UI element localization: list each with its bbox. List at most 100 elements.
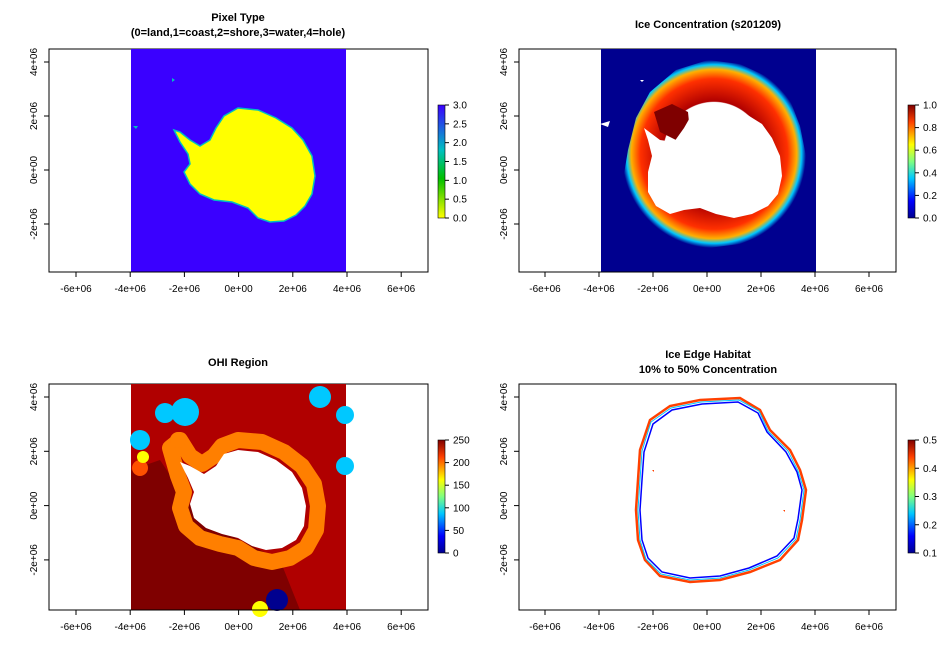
y-tick-label: 0e+00 bbox=[499, 156, 510, 185]
antarctica-hole bbox=[644, 104, 782, 218]
axis-ticks: -6e+06 -4e+06 -2e+06 0e+00 2e+06 4e+06 6e+06 4e… bbox=[29, 48, 937, 633]
ice-edge-dots bbox=[652, 470, 785, 512]
colorbar-tick-label: 3.0 bbox=[453, 101, 467, 112]
y-tick-label: 2e+06 bbox=[29, 437, 40, 466]
y-tick-label: -2e+06 bbox=[29, 208, 40, 240]
region-yellow-circle bbox=[137, 451, 149, 463]
colorbar-tick-label: 1.0 bbox=[453, 176, 467, 187]
colorbar-tick-label: 2.5 bbox=[453, 119, 467, 130]
y-tick-label: -2e+06 bbox=[499, 544, 510, 576]
region-navy-circle bbox=[266, 589, 288, 611]
x-tick-label: 4e+06 bbox=[333, 622, 362, 633]
x-tick-label: 0e+00 bbox=[693, 284, 722, 295]
y-tick-label: 0e+00 bbox=[29, 491, 40, 520]
region-cyan-circle bbox=[171, 398, 199, 426]
colorbar-tick-label: 0.0 bbox=[923, 214, 937, 225]
ice-edge-outer bbox=[634, 396, 808, 584]
region-orange-circle bbox=[132, 460, 148, 476]
antarctica-hole bbox=[180, 450, 306, 550]
x-tick-label: 0e+00 bbox=[225, 284, 254, 295]
colorbar bbox=[907, 104, 916, 219]
colorbar-tick-label: 0 bbox=[453, 549, 459, 560]
colorbar bbox=[437, 439, 446, 554]
colorbar-tick-label: 0.4 bbox=[923, 464, 937, 475]
panel-pixel-type-title-line1: Pixel Type bbox=[211, 12, 265, 24]
colorbar bbox=[437, 104, 446, 219]
x-tick-label: -6e+06 bbox=[529, 284, 561, 295]
region-cyan-circle bbox=[336, 457, 354, 475]
colorbar-tick-label: 0.8 bbox=[923, 123, 937, 134]
x-tick-label: -4e+06 bbox=[114, 284, 146, 295]
x-tick-label: 2e+06 bbox=[747, 284, 776, 295]
region-cyan-circle bbox=[130, 430, 150, 450]
x-tick-label: 2e+06 bbox=[279, 284, 308, 295]
y-tick-label: 4e+06 bbox=[499, 48, 510, 77]
region-cyan-circle bbox=[309, 386, 331, 408]
x-tick-label: -6e+06 bbox=[60, 622, 92, 633]
x-tick-label: -6e+06 bbox=[529, 622, 561, 633]
y-tick-label: 2e+06 bbox=[499, 437, 510, 466]
y-tick-label: 4e+06 bbox=[499, 383, 510, 412]
panel-ohi-region: OHI Region bbox=[48, 357, 446, 617]
colorbar-tick-label: 0.5 bbox=[453, 195, 467, 206]
panel-ohi-region-title: OHI Region bbox=[208, 357, 268, 369]
x-tick-label: -4e+06 bbox=[583, 622, 615, 633]
x-tick-label: 6e+06 bbox=[387, 284, 416, 295]
x-tick-label: -2e+06 bbox=[637, 284, 669, 295]
ice-edge-middle bbox=[637, 399, 805, 581]
region-yellow-circle bbox=[252, 601, 268, 617]
colorbar-tick-label: 0.6 bbox=[923, 146, 937, 157]
colorbar-tick-label: 0.2 bbox=[923, 191, 937, 202]
colorbar-tick-label: 2.0 bbox=[453, 138, 467, 149]
y-tick-label: 4e+06 bbox=[29, 383, 40, 412]
x-tick-label: 2e+06 bbox=[747, 622, 776, 633]
colorbar-tick-label: 150 bbox=[453, 481, 470, 492]
x-tick-label: -2e+06 bbox=[637, 622, 669, 633]
region-cyan-circle bbox=[336, 406, 354, 424]
ice-dark-patch bbox=[654, 104, 690, 140]
colorbar-tick-label: 100 bbox=[453, 503, 470, 514]
y-tick-label: 0e+00 bbox=[29, 156, 40, 185]
x-tick-label: 2e+06 bbox=[279, 622, 308, 633]
colorbar-tick-label: 0.5 bbox=[923, 436, 937, 447]
panel-pixel-type: Pixel Type (0=land,1=coast,2=shore,3=wat… bbox=[48, 12, 446, 273]
region-orange-ring bbox=[162, 432, 326, 570]
x-tick-label: 0e+00 bbox=[693, 622, 722, 633]
panel-ice-edge-habitat: Ice Edge Habitat 10% to 50% Concentratio… bbox=[518, 349, 916, 611]
x-tick-label: 6e+06 bbox=[855, 622, 884, 633]
panel-ice-edge-title-line2: 10% to 50% Concentration bbox=[639, 364, 777, 376]
panel-ice-concentration: Ice Concentration (s201209) bbox=[518, 19, 916, 273]
region-cyan-circle bbox=[155, 403, 175, 423]
region-orange-circle bbox=[170, 432, 186, 448]
panel-ice-concentration-title: Ice Concentration (s201209) bbox=[635, 19, 781, 31]
colorbar bbox=[907, 439, 916, 554]
x-tick-label: 0e+00 bbox=[225, 622, 254, 633]
colorbar-tick-label: 0.0 bbox=[453, 214, 467, 225]
y-tick-label: -2e+06 bbox=[29, 544, 40, 576]
x-tick-label: -2e+06 bbox=[169, 622, 201, 633]
x-tick-label: -4e+06 bbox=[114, 622, 146, 633]
colorbar-tick-label: 0.2 bbox=[923, 520, 937, 531]
x-tick-label: -6e+06 bbox=[60, 284, 92, 295]
colorbar-tick-label: 0.1 bbox=[923, 549, 937, 560]
y-tick-label: 2e+06 bbox=[29, 102, 40, 131]
colorbar-tick-label: 200 bbox=[453, 458, 470, 469]
colorbar-tick-label: 1.5 bbox=[453, 157, 467, 168]
colorbar-tick-label: 0.4 bbox=[923, 168, 937, 179]
x-tick-label: 6e+06 bbox=[387, 622, 416, 633]
y-tick-label: 0e+00 bbox=[499, 491, 510, 520]
x-tick-label: -2e+06 bbox=[169, 284, 201, 295]
x-tick-label: 6e+06 bbox=[855, 284, 884, 295]
y-tick-label: -2e+06 bbox=[499, 208, 510, 240]
x-tick-label: -4e+06 bbox=[583, 284, 615, 295]
x-tick-label: 4e+06 bbox=[801, 622, 830, 633]
colorbar-tick-label: 0.3 bbox=[923, 492, 937, 503]
colorbar-tick-label: 50 bbox=[453, 526, 465, 537]
antarctica-land bbox=[172, 107, 316, 223]
y-tick-label: 2e+06 bbox=[499, 102, 510, 131]
panel-ice-edge-title-line1: Ice Edge Habitat bbox=[665, 349, 751, 361]
panel-pixel-type-title-line2: (0=land,1=coast,2=shore,3=water,4=hole) bbox=[131, 27, 346, 39]
y-tick-label: 4e+06 bbox=[29, 48, 40, 77]
ice-edge-inner bbox=[639, 401, 803, 579]
colorbar-tick-label: 250 bbox=[453, 436, 470, 447]
